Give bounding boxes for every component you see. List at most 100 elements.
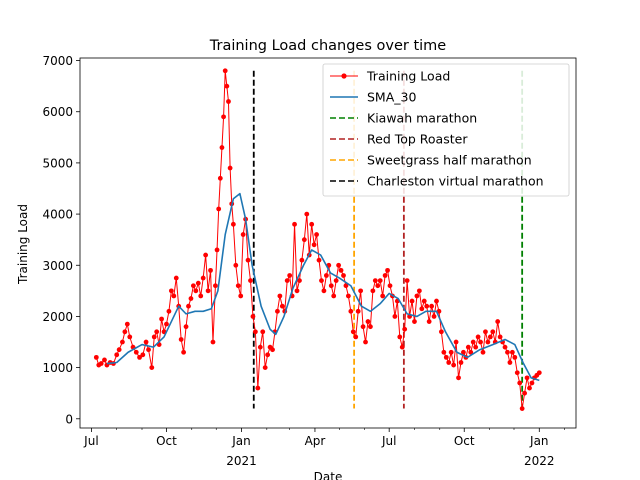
data-point xyxy=(183,324,189,330)
data-point xyxy=(375,283,381,289)
legend-label: SMA_30 xyxy=(367,90,416,105)
data-point xyxy=(446,360,452,365)
data-point xyxy=(331,293,337,299)
data-point xyxy=(372,278,378,284)
x-tick-label: Jul xyxy=(83,434,98,448)
data-point xyxy=(385,267,390,273)
data-point xyxy=(509,349,515,355)
data-point xyxy=(451,362,457,368)
data-point xyxy=(453,339,459,345)
data-point xyxy=(186,303,191,309)
legend-box xyxy=(322,63,570,197)
data-point xyxy=(328,283,334,289)
data-point xyxy=(314,232,319,237)
data-point xyxy=(333,278,339,284)
data-point xyxy=(412,319,417,324)
y-tick-label: 2000 xyxy=(42,310,73,324)
axes-frame xyxy=(79,57,577,429)
data-point xyxy=(257,344,263,350)
data-point xyxy=(181,349,187,355)
data-point xyxy=(519,406,525,411)
data-point xyxy=(392,314,398,319)
data-point xyxy=(345,293,351,299)
x-tick-label: Jan xyxy=(231,434,251,448)
y-tick-label: 5000 xyxy=(42,156,73,170)
data-point xyxy=(522,390,528,396)
y-tick-label: 4000 xyxy=(42,208,73,222)
data-point xyxy=(146,347,151,353)
data-point xyxy=(250,314,256,319)
data-point xyxy=(255,385,261,391)
data-point xyxy=(208,267,213,273)
data-point xyxy=(358,288,364,294)
data-point xyxy=(465,344,471,350)
data-point xyxy=(338,267,344,273)
data-point xyxy=(137,354,142,360)
y-tick-label: 1000 xyxy=(42,361,73,375)
x-axis: Jul Oct Jan 2021 Apr Jul Oct Jan 2022 xyxy=(83,428,565,468)
data-point xyxy=(368,324,373,330)
data-point xyxy=(203,252,209,258)
data-point xyxy=(458,360,464,365)
data-point xyxy=(188,296,194,301)
data-point xyxy=(270,347,275,353)
data-point xyxy=(495,319,501,324)
legend-label: Kiawah marathon xyxy=(367,111,477,126)
data-point xyxy=(448,349,454,355)
data-point xyxy=(93,354,99,360)
data-point xyxy=(195,280,201,286)
data-point xyxy=(424,303,430,309)
data-point xyxy=(238,293,244,299)
data-point xyxy=(222,68,228,74)
data-point xyxy=(245,257,251,263)
data-point xyxy=(217,175,223,181)
data-point xyxy=(190,283,196,289)
data-point xyxy=(227,165,233,171)
data-point xyxy=(279,303,285,309)
data-point xyxy=(260,329,266,335)
data-point xyxy=(434,298,439,304)
y-axis-label: Training Load xyxy=(16,204,30,285)
data-point xyxy=(116,347,122,353)
data-point xyxy=(321,288,327,294)
x-tick-label: Oct xyxy=(454,434,475,448)
x-tick-label: Jul xyxy=(381,434,396,448)
data-point xyxy=(124,321,130,327)
data-point xyxy=(98,361,104,366)
data-point xyxy=(311,242,317,248)
y-tick-label: 0 xyxy=(65,412,73,426)
legend-label: Training Load xyxy=(366,69,450,84)
y-axis: 0 1000 2000 3000 4000 5000 6000 7000 xyxy=(42,54,80,426)
y-tick-label: 3000 xyxy=(42,259,73,273)
data-point xyxy=(102,357,107,363)
data-point xyxy=(429,303,435,309)
data-point xyxy=(517,380,523,386)
x-tick-year-label: 2022 xyxy=(524,454,555,468)
x-tick-label: Oct xyxy=(156,434,177,448)
data-point xyxy=(216,206,222,212)
data-point xyxy=(122,329,128,335)
data-point xyxy=(387,283,393,289)
data-point xyxy=(438,329,444,335)
y-tick-label: 6000 xyxy=(42,105,73,119)
data-point xyxy=(233,262,239,268)
data-point xyxy=(419,306,425,312)
data-point xyxy=(230,221,236,227)
data-point xyxy=(120,339,125,345)
data-point xyxy=(226,99,231,104)
data-point xyxy=(133,349,139,355)
data-point xyxy=(426,319,432,324)
data-point xyxy=(304,211,310,217)
data-point xyxy=(527,385,532,391)
data-point xyxy=(490,329,496,335)
data-point xyxy=(205,288,211,294)
data-point xyxy=(224,83,230,89)
data-point xyxy=(414,293,420,299)
data-point xyxy=(277,293,283,299)
data-point xyxy=(487,334,493,340)
data-point xyxy=(159,316,164,322)
data-point xyxy=(252,329,258,335)
data-point xyxy=(299,257,305,263)
data-point xyxy=(355,308,361,314)
data-point xyxy=(497,334,503,340)
